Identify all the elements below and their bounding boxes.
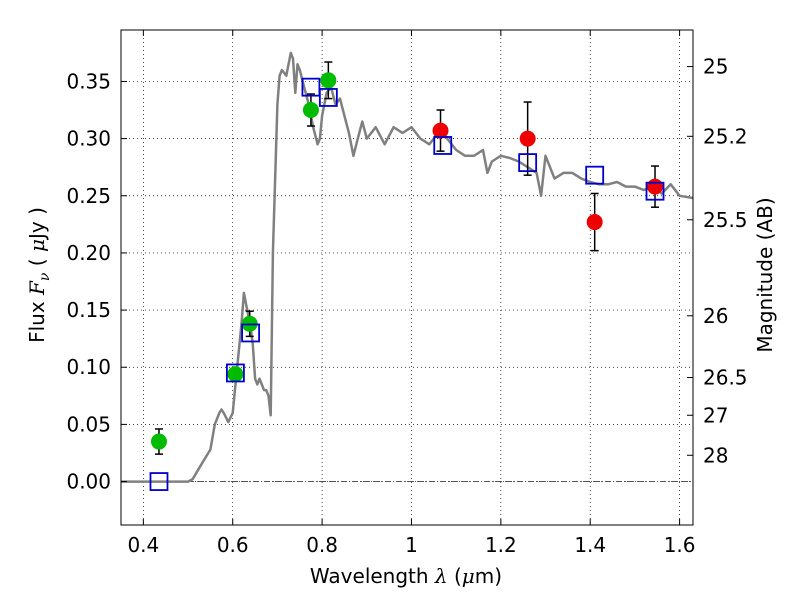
x-tick-label: 1 — [405, 533, 418, 557]
y2-axis-title: Magnitude (AB) — [753, 197, 777, 352]
green-point — [320, 72, 337, 89]
y-tick-label: 0.10 — [66, 355, 111, 379]
model-square — [433, 136, 453, 155]
y-tick-label: 0.05 — [66, 412, 111, 436]
y-tick-label: 0.35 — [66, 69, 111, 93]
y-tick-label: 0.20 — [66, 241, 111, 265]
x-tick-label: 0.6 — [217, 533, 249, 557]
y-tick-label: 0.30 — [66, 127, 111, 151]
red-point — [432, 122, 449, 139]
model-square — [645, 181, 665, 201]
grid — [121, 30, 693, 525]
y2-tick-label: 25.2 — [703, 124, 748, 148]
red-point — [647, 178, 664, 195]
x-tick-label: 0.4 — [127, 533, 159, 557]
axis-ticks: 0.4 0.6 0.8 1 1.2 1.4 1.6 0.00 0.05 0.10 0.15 0.20 0… — [66, 30, 748, 557]
green-point — [302, 102, 319, 119]
y-tick-label: 0.15 — [66, 298, 111, 322]
red-point — [519, 130, 536, 147]
model-square — [318, 88, 338, 107]
model-square — [241, 323, 260, 343]
green-point — [227, 366, 244, 383]
y-tick-label: 0.25 — [66, 184, 111, 208]
model-square — [225, 363, 245, 383]
template-spectrum — [121, 51, 694, 483]
error-bars — [154, 61, 660, 455]
x-tick-label: 1.4 — [574, 533, 606, 557]
green-point — [150, 433, 167, 450]
model-square — [585, 165, 605, 185]
model-square — [149, 472, 169, 491]
y2-tick-label: 25 — [703, 55, 728, 79]
x-axis-title: Wavelength λ (μm) — [310, 564, 502, 588]
model-square — [301, 77, 321, 97]
model-square — [518, 153, 538, 173]
y2-tick-label: 27 — [703, 403, 728, 427]
y2-tick-label: 25.5 — [703, 208, 748, 232]
red-point — [586, 214, 603, 231]
y-tick-label: 0.00 — [66, 470, 111, 494]
y2-tick-label: 28 — [703, 443, 728, 467]
x-tick-label: 1.2 — [485, 533, 517, 557]
y-axis-title: Flux Fν ( μJy ) — [25, 207, 53, 343]
x-tick-label: 1.6 — [664, 533, 696, 557]
spectrum-line — [121, 51, 694, 483]
x-tick-label: 0.8 — [306, 533, 338, 557]
y2-tick-label: 26.5 — [703, 366, 748, 390]
plot-frame — [120, 29, 694, 526]
y2-tick-label: 26 — [703, 304, 728, 328]
data-markers — [149, 72, 665, 491]
